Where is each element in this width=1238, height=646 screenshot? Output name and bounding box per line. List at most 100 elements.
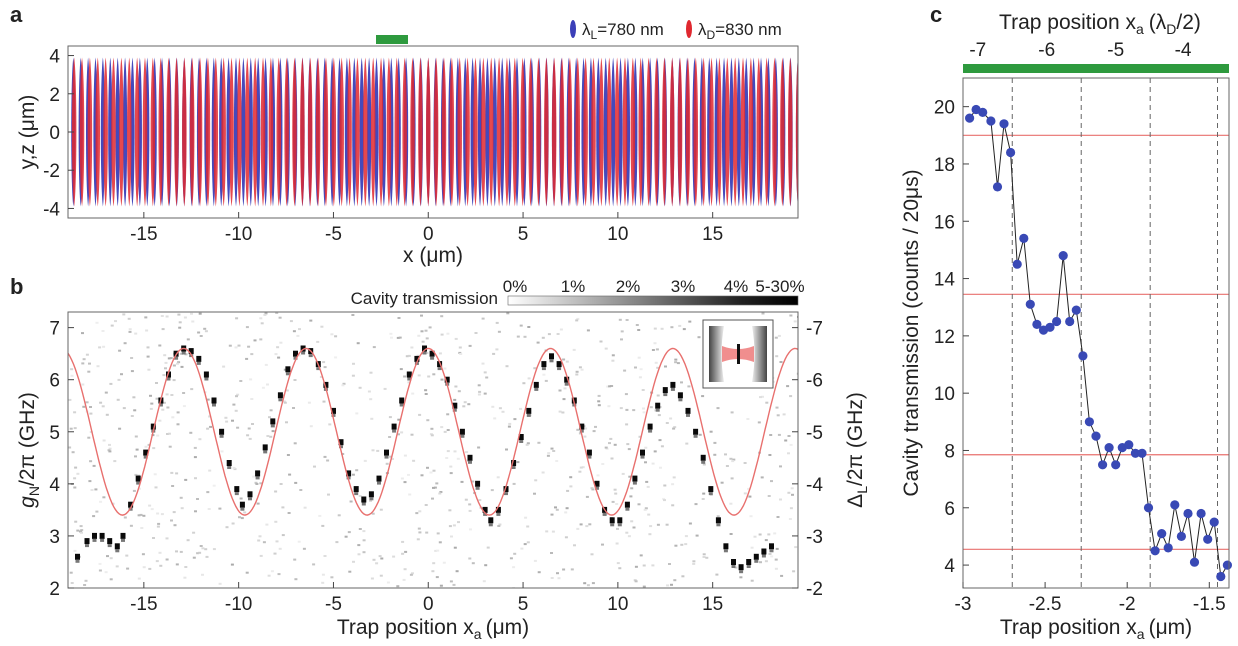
y-tick-label-a: -2 <box>43 161 60 182</box>
transmission-point-tail <box>407 377 412 381</box>
transmission-point-tail <box>557 367 562 371</box>
map-pixel <box>176 423 180 426</box>
map-pixel <box>379 574 383 577</box>
map-pixel <box>430 427 434 430</box>
map-pixel <box>178 326 182 329</box>
data-point <box>1091 431 1101 441</box>
transmission-point <box>107 538 113 545</box>
map-pixel <box>635 324 639 326</box>
map-pixel <box>583 582 587 585</box>
map-pixel <box>435 576 439 579</box>
map-pixel <box>748 495 752 498</box>
lattice-830-lobe <box>607 57 612 207</box>
lattice-830-lobe <box>237 57 242 207</box>
map-pixel <box>463 401 467 404</box>
map-pixel <box>412 459 416 462</box>
data-point <box>1104 443 1114 453</box>
map-pixel <box>293 442 297 445</box>
data-point <box>1111 460 1121 470</box>
map-pixel <box>307 401 311 404</box>
data-point <box>1078 351 1088 361</box>
map-pixel <box>92 515 96 518</box>
map-pixel <box>562 398 566 401</box>
map-pixel <box>183 576 187 579</box>
transmission-point-tail <box>227 466 232 469</box>
map-pixel <box>84 579 88 582</box>
map-pixel <box>236 426 240 429</box>
y-tick-label-c: 18 <box>934 155 955 176</box>
lattice-830-lobe <box>496 57 502 207</box>
map-pixel <box>673 579 677 582</box>
transmission-point-tail <box>92 538 97 542</box>
map-pixel <box>420 314 423 317</box>
lattice-830-lobe <box>323 57 329 207</box>
top-axis-c: -7 -6 -5 -4 <box>969 40 1192 61</box>
map-pixel <box>281 506 285 509</box>
map-pixel <box>453 450 457 453</box>
lattice-830-lobe <box>544 57 549 207</box>
map-pixel <box>702 553 706 556</box>
data-point <box>1006 147 1016 158</box>
map-pixel <box>392 555 396 558</box>
lattice-830-lobe <box>599 57 604 207</box>
map-pixel <box>630 520 634 523</box>
map-pixel <box>146 355 150 358</box>
x-tick-label-c: -1.5 <box>1193 594 1226 615</box>
transmission-point <box>135 475 141 482</box>
map-pixel <box>289 320 293 323</box>
map-pixel <box>630 487 634 490</box>
transmission-point-tail <box>384 455 389 459</box>
lattice-830-lobe <box>567 57 573 207</box>
map-pixel <box>789 507 793 510</box>
lattice-780-lobe <box>64 57 68 206</box>
map-pixel <box>253 339 257 342</box>
map-pixel <box>547 452 551 455</box>
map-pixel <box>663 499 666 502</box>
map-pixel <box>155 397 159 400</box>
map-pixel <box>481 362 485 365</box>
y-tick-label-b-left: 2 <box>49 579 60 600</box>
map-pixel <box>625 319 629 321</box>
map-pixel <box>453 398 457 401</box>
transmission-point-tail <box>270 424 275 428</box>
map-pixel <box>732 458 736 461</box>
transmission-point-tail <box>301 351 306 355</box>
data-point <box>1203 534 1213 544</box>
map-pixel <box>129 524 133 527</box>
map-pixel <box>533 367 537 370</box>
map-pixel <box>344 535 348 538</box>
map-pixel <box>162 374 166 377</box>
map-pixel <box>575 370 579 373</box>
transmission-point-tail <box>143 455 148 459</box>
axis-b-ylabel-right: ΔL/2π (GHz) <box>844 392 870 508</box>
map-pixel <box>107 449 111 452</box>
map-pixel <box>196 498 199 500</box>
map-pixel <box>562 568 566 571</box>
map-pixel <box>99 500 103 503</box>
map-pixel <box>533 559 537 562</box>
map-pixel <box>425 337 429 340</box>
x-tick-label-c: -2 <box>1119 594 1136 615</box>
map-pixel <box>411 572 414 575</box>
map-pixel <box>402 578 406 581</box>
map-pixel <box>672 427 676 430</box>
map-pixel <box>555 508 559 511</box>
map-pixel <box>688 320 692 323</box>
map-pixel <box>106 555 109 558</box>
map-pixel <box>642 585 646 588</box>
map-pixel <box>607 405 611 408</box>
map-pixel <box>186 338 190 341</box>
map-pixel <box>256 502 260 505</box>
map-pixel <box>702 492 706 495</box>
transmission-point-tail <box>339 445 343 449</box>
map-pixel <box>225 420 229 423</box>
map-pixel <box>369 398 373 401</box>
transmission-point <box>114 543 120 550</box>
map-pixel <box>665 523 669 526</box>
transmission-point <box>670 381 676 388</box>
transmission-point <box>594 480 600 487</box>
transmission-point-tail <box>107 544 112 548</box>
map-pixel <box>148 567 152 570</box>
map-pixel <box>471 562 475 565</box>
map-pixel <box>608 442 611 445</box>
